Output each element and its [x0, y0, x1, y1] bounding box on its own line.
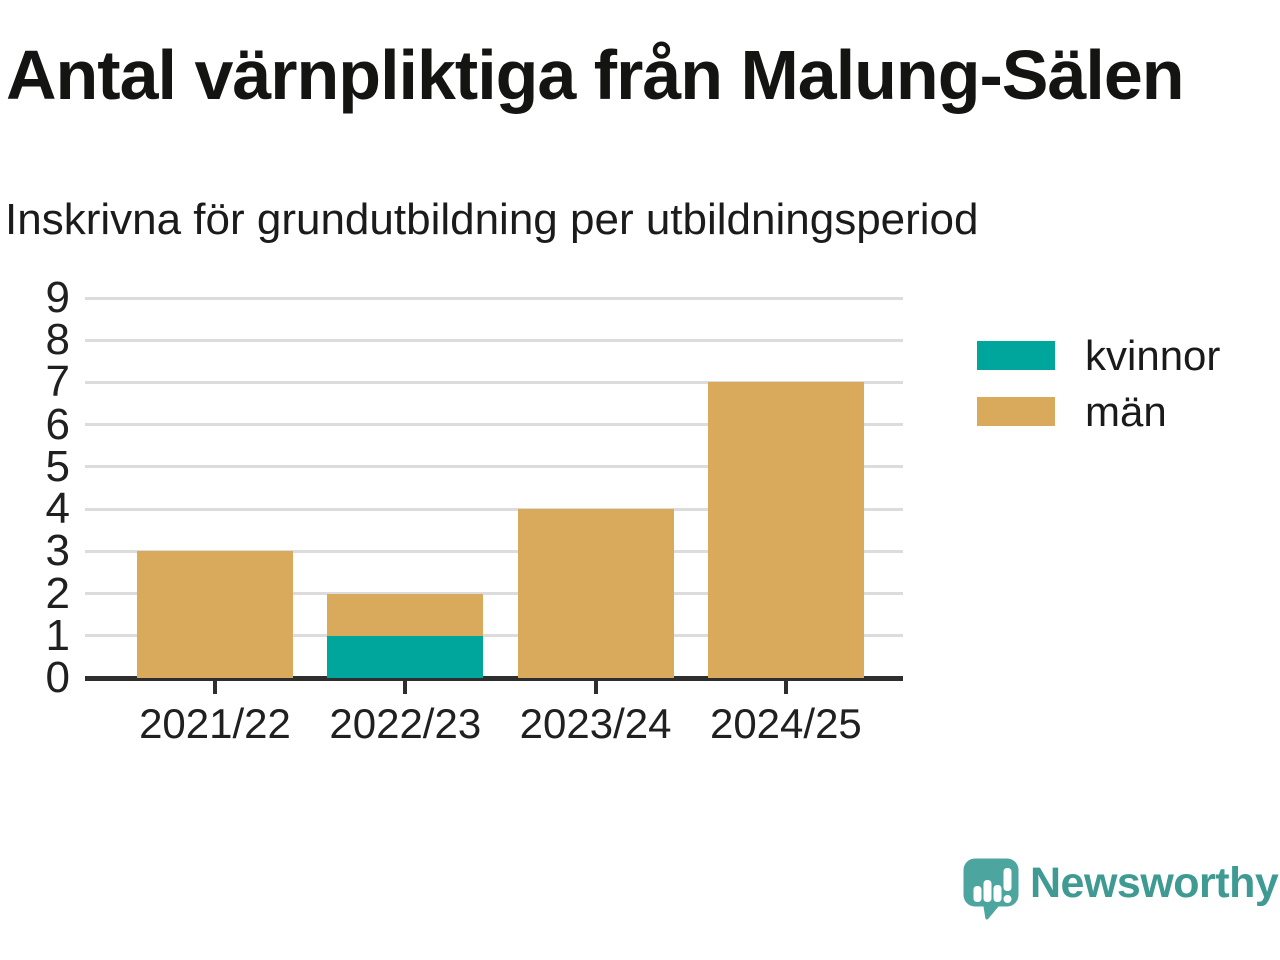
- legend-swatch-män: [977, 397, 1055, 426]
- y-axis-tick-label: 1: [45, 610, 70, 660]
- y-axis-tick-label: 7: [45, 357, 70, 407]
- x-axis-tick-label: 2022/23: [329, 700, 482, 747]
- y-axis-tick-label: 8: [45, 315, 70, 365]
- newsworthy-logo-icon: [963, 858, 1019, 920]
- gridline: [85, 592, 903, 596]
- x-axis-tick-label: 2024/25: [709, 700, 862, 747]
- legend-item-kvinnor: kvinnor: [977, 334, 1220, 376]
- bar-segment-män: [137, 551, 293, 678]
- x-axis-tick-mark: [783, 680, 788, 694]
- x-axis-tick-mark: [403, 680, 408, 694]
- bar-segment-män: [517, 509, 674, 678]
- x-axis-tick-label: 2023/24: [519, 700, 672, 747]
- newsworthy-wordmark: Newsworthy: [1030, 858, 1279, 907]
- gridline: [85, 507, 903, 511]
- y-axis-tick-label: 5: [45, 441, 70, 491]
- gridline: [85, 338, 903, 342]
- gridline: [85, 380, 903, 384]
- newsworthy-branding: Newsworthy: [962, 857, 1279, 921]
- x-axis-tick-label: 2021/22: [139, 700, 291, 747]
- logo-bars-icon: [973, 868, 1012, 903]
- legend-label: män: [1085, 387, 1167, 435]
- y-axis-tick-label: 6: [45, 399, 70, 449]
- chart-subtitle: Inskrivna för grundutbildning per utbild…: [5, 195, 979, 244]
- y-axis-tick-label: 0: [45, 653, 70, 702]
- y-axis-tick-label: 4: [45, 484, 70, 534]
- bar-segment-kvinnor: [327, 635, 484, 678]
- gridline: [85, 423, 903, 427]
- chart-legend: kvinnor män: [977, 334, 1220, 432]
- x-axis-line: [85, 675, 903, 681]
- y-axis-tick-label: 2: [45, 568, 70, 618]
- gridline: [85, 465, 903, 469]
- gridline: [85, 296, 903, 300]
- legend-label: kvinnor: [1085, 331, 1221, 379]
- x-axis-tick-mark: [593, 680, 598, 694]
- bar-segment-män: [327, 593, 484, 636]
- legend-item-män: män: [977, 390, 1220, 432]
- legend-swatch-kvinnor: [977, 341, 1055, 370]
- y-axis-tick-label: 9: [45, 273, 70, 322]
- x-axis-tick-mark: [213, 680, 217, 694]
- bar-segment-män: [707, 382, 864, 678]
- y-axis-tick-label: 3: [45, 526, 70, 576]
- gridline: [85, 634, 903, 638]
- chart-title: Antal värnpliktiga från Malung-Sälen: [6, 36, 1185, 114]
- gridline: [85, 549, 903, 553]
